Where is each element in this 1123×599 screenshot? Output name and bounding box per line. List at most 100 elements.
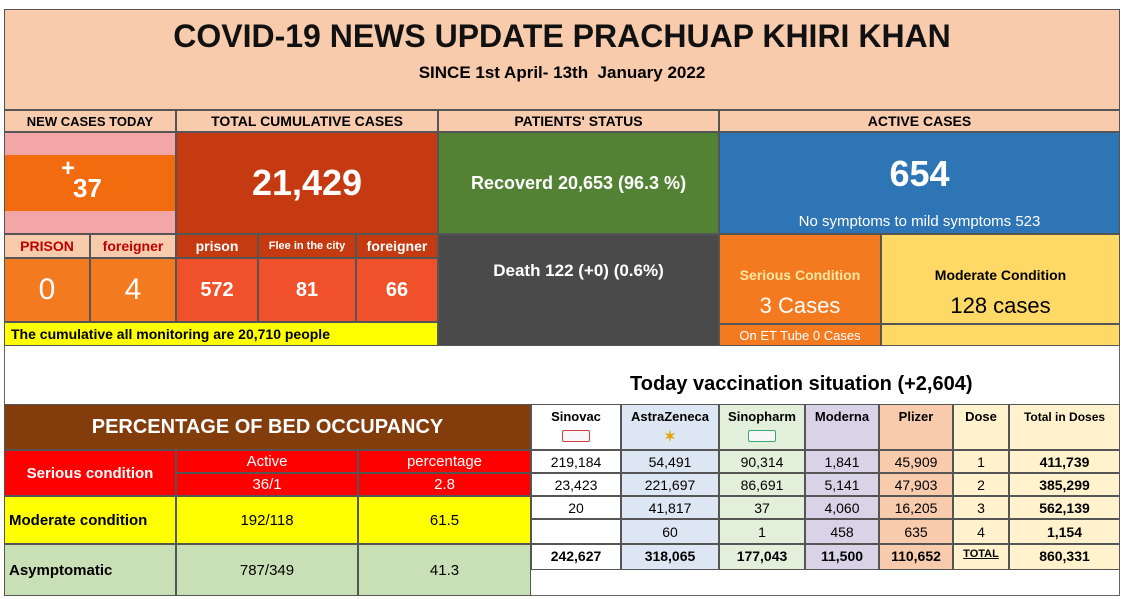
new-foreigner-label: foreigner bbox=[90, 234, 176, 258]
vac-header-moderna: Moderna bbox=[805, 404, 879, 450]
vac-cell: 2 bbox=[953, 473, 1009, 496]
cum-prison-label: prison bbox=[176, 234, 258, 258]
moderate-empty-cell bbox=[881, 324, 1120, 346]
page-subtitle: SINCE 1st April- 13th January 2022 bbox=[418, 63, 706, 82]
vac-total-cell: 110,652 bbox=[879, 544, 953, 570]
vac-header-dose: Dose bbox=[953, 404, 1009, 450]
sinopharm-logo-icon bbox=[748, 430, 776, 442]
vac-header-plizer: Plizer bbox=[879, 404, 953, 450]
serious-condition-label: Serious Condition bbox=[739, 267, 861, 283]
vac-cell: 47,903 bbox=[879, 473, 953, 496]
vac-cell: 562,139 bbox=[1009, 496, 1120, 519]
vac-total-cell: TOTAL bbox=[953, 544, 1009, 570]
header-patients-status: PATIENTS' STATUS bbox=[438, 110, 719, 132]
bed-moderate-active: 192/118 bbox=[176, 496, 358, 544]
vac-header-astrazeneca: AstraZeneca ✶ bbox=[621, 404, 719, 450]
bed-asym-pct: 41.3 bbox=[358, 544, 531, 596]
vac-cell: 4 bbox=[953, 519, 1009, 544]
vac-header-label: Sinopharm bbox=[728, 409, 796, 424]
vac-total-cell: 860,331 bbox=[1009, 544, 1120, 570]
cum-flee-value: 81 bbox=[258, 258, 356, 322]
astrazeneca-logo-icon: ✶ bbox=[664, 428, 676, 444]
vac-cell: 45,909 bbox=[879, 450, 953, 473]
cum-foreigner-label: foreigner bbox=[356, 234, 438, 258]
vac-cell: 219,184 bbox=[531, 450, 621, 473]
cum-prison-value: 572 bbox=[176, 258, 258, 322]
bed-asym-active: 787/349 bbox=[176, 544, 358, 596]
mild-symptoms-note: No symptoms to mild symptoms 523 bbox=[798, 213, 1041, 230]
new-cases-value: 37 bbox=[73, 173, 102, 203]
vac-cell: 221,697 bbox=[621, 473, 719, 496]
vac-cell: 60 bbox=[621, 519, 719, 544]
vac-total-cell: 177,043 bbox=[719, 544, 805, 570]
bed-serious-active: 36/1 bbox=[176, 473, 358, 496]
page-title: COVID-19 NEWS UPDATE PRACHUAP KHIRI KHAN bbox=[173, 18, 951, 54]
new-prison-value: 0 bbox=[4, 258, 90, 322]
vac-cell: 1 bbox=[719, 519, 805, 544]
vac-cell: 3 bbox=[953, 496, 1009, 519]
vac-cell bbox=[531, 519, 621, 544]
sinovac-logo-icon bbox=[562, 430, 590, 442]
vac-cell: 23,423 bbox=[531, 473, 621, 496]
vac-cell: 5,141 bbox=[805, 473, 879, 496]
vac-cell: 411,739 bbox=[1009, 450, 1120, 473]
death-status: Death 122 (+0) (0.6%) bbox=[493, 261, 664, 280]
new-foreigner-value: 4 bbox=[90, 258, 176, 322]
serious-condition-panel: Serious Condition 3 Cases bbox=[719, 234, 881, 324]
new-prison-label: PRISON bbox=[4, 234, 90, 258]
vac-header-label: AstraZeneca bbox=[630, 409, 710, 424]
vac-total-cell: 242,627 bbox=[531, 544, 621, 570]
bed-serious-pct: 2.8 bbox=[358, 473, 531, 496]
vac-cell: 458 bbox=[805, 519, 879, 544]
bed-asym-label: Asymptomatic bbox=[4, 544, 176, 596]
vac-cell: 1 bbox=[953, 450, 1009, 473]
vac-header-total: Total in Doses bbox=[1009, 404, 1120, 450]
vac-cell: 16,205 bbox=[879, 496, 953, 519]
vac-total-cell: 318,065 bbox=[621, 544, 719, 570]
new-cases-panel: + 37 bbox=[4, 132, 176, 234]
vac-cell: 54,491 bbox=[621, 450, 719, 473]
vac-cell: 1,154 bbox=[1009, 519, 1120, 544]
vac-cell: 385,299 bbox=[1009, 473, 1120, 496]
moderate-condition-label: Moderate Condition bbox=[934, 267, 1067, 283]
vac-cell: 635 bbox=[879, 519, 953, 544]
vac-cell: 20 bbox=[531, 496, 621, 519]
new-cases-plus: + bbox=[61, 155, 76, 182]
vac-header-label: Total in Doses bbox=[1023, 410, 1106, 424]
vaccination-title: Today vaccination situation (+2,604) bbox=[630, 373, 973, 395]
vac-cell: 37 bbox=[719, 496, 805, 519]
bed-col-active: Active bbox=[176, 450, 358, 473]
bed-col-percentage: percentage bbox=[358, 450, 531, 473]
vac-cell: 41,817 bbox=[621, 496, 719, 519]
cum-foreigner-value: 66 bbox=[356, 258, 438, 322]
vac-total-cell: 11,500 bbox=[805, 544, 879, 570]
vac-cell: 86,691 bbox=[719, 473, 805, 496]
active-cases-value: 654 bbox=[889, 153, 950, 194]
vac-header-label: Dose bbox=[965, 409, 997, 424]
moderate-condition-panel: Moderate Condition 128 cases bbox=[881, 234, 1120, 324]
vac-header-label: Plizer bbox=[898, 409, 934, 424]
serious-condition-value: 3 Cases bbox=[759, 293, 841, 318]
bed-occupancy-title: PERCENTAGE OF BED OCCUPANCY bbox=[4, 404, 531, 450]
vac-cell: 1,841 bbox=[805, 450, 879, 473]
vac-header-sinopharm: Sinopharm bbox=[719, 404, 805, 450]
monitoring-note: The cumulative all monitoring are 20,710… bbox=[4, 322, 438, 346]
recovered-status: Recoverd 20,653 (96.3 %) bbox=[438, 132, 719, 234]
cum-flee-label: Flee in the city bbox=[258, 234, 356, 258]
death-panel: Death 122 (+0) (0.6%) bbox=[438, 234, 719, 346]
header-total-cumulative: TOTAL CUMULATIVE CASES bbox=[176, 110, 438, 132]
bed-moderate-pct: 61.5 bbox=[358, 496, 531, 544]
bed-serious-label: Serious condition bbox=[4, 450, 176, 496]
active-cases-panel: 654 No symptoms to mild symptoms 523 bbox=[719, 132, 1120, 234]
moderate-condition-value: 128 cases bbox=[950, 293, 1051, 318]
vac-cell: 90,314 bbox=[719, 450, 805, 473]
bed-moderate-label: Moderate condition bbox=[4, 496, 176, 544]
vac-cell: 4,060 bbox=[805, 496, 879, 519]
vac-header-label: Sinovac bbox=[551, 409, 601, 424]
total-cumulative-value: 21,429 bbox=[176, 132, 438, 234]
header-new-cases: NEW CASES TODAY bbox=[4, 110, 176, 132]
et-tube-note: On ET Tube 0 Cases bbox=[719, 324, 881, 346]
header-panel: COVID-19 NEWS UPDATE PRACHUAP KHIRI KHAN… bbox=[4, 9, 1120, 110]
vac-header-sinovac: Sinovac bbox=[531, 404, 621, 450]
vac-header-label: Moderna bbox=[814, 409, 870, 424]
